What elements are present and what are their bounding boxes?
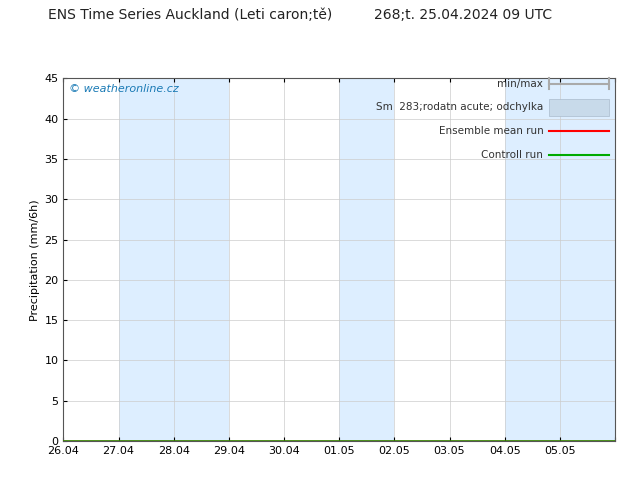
Bar	[549, 99, 609, 116]
Bar	[505, 78, 560, 441]
Bar	[339, 78, 394, 441]
Text: ENS Time Series Auckland (Leti caron;tě): ENS Time Series Auckland (Leti caron;tě)	[48, 8, 332, 22]
Bar	[560, 78, 615, 441]
Text: © weatheronline.cz: © weatheronline.cz	[69, 84, 179, 94]
Text: Sm  283;rodatn acute; odchylka: Sm 283;rodatn acute; odchylka	[376, 102, 543, 112]
Text: Controll run: Controll run	[481, 149, 543, 160]
Bar	[119, 78, 174, 441]
Y-axis label: Precipitation (mm/6h): Precipitation (mm/6h)	[30, 199, 40, 320]
Bar	[174, 78, 229, 441]
Text: Ensemble mean run: Ensemble mean run	[439, 126, 543, 136]
Text: 268;t. 25.04.2024 09 UTC: 268;t. 25.04.2024 09 UTC	[374, 8, 552, 22]
Text: min/max: min/max	[498, 79, 543, 89]
